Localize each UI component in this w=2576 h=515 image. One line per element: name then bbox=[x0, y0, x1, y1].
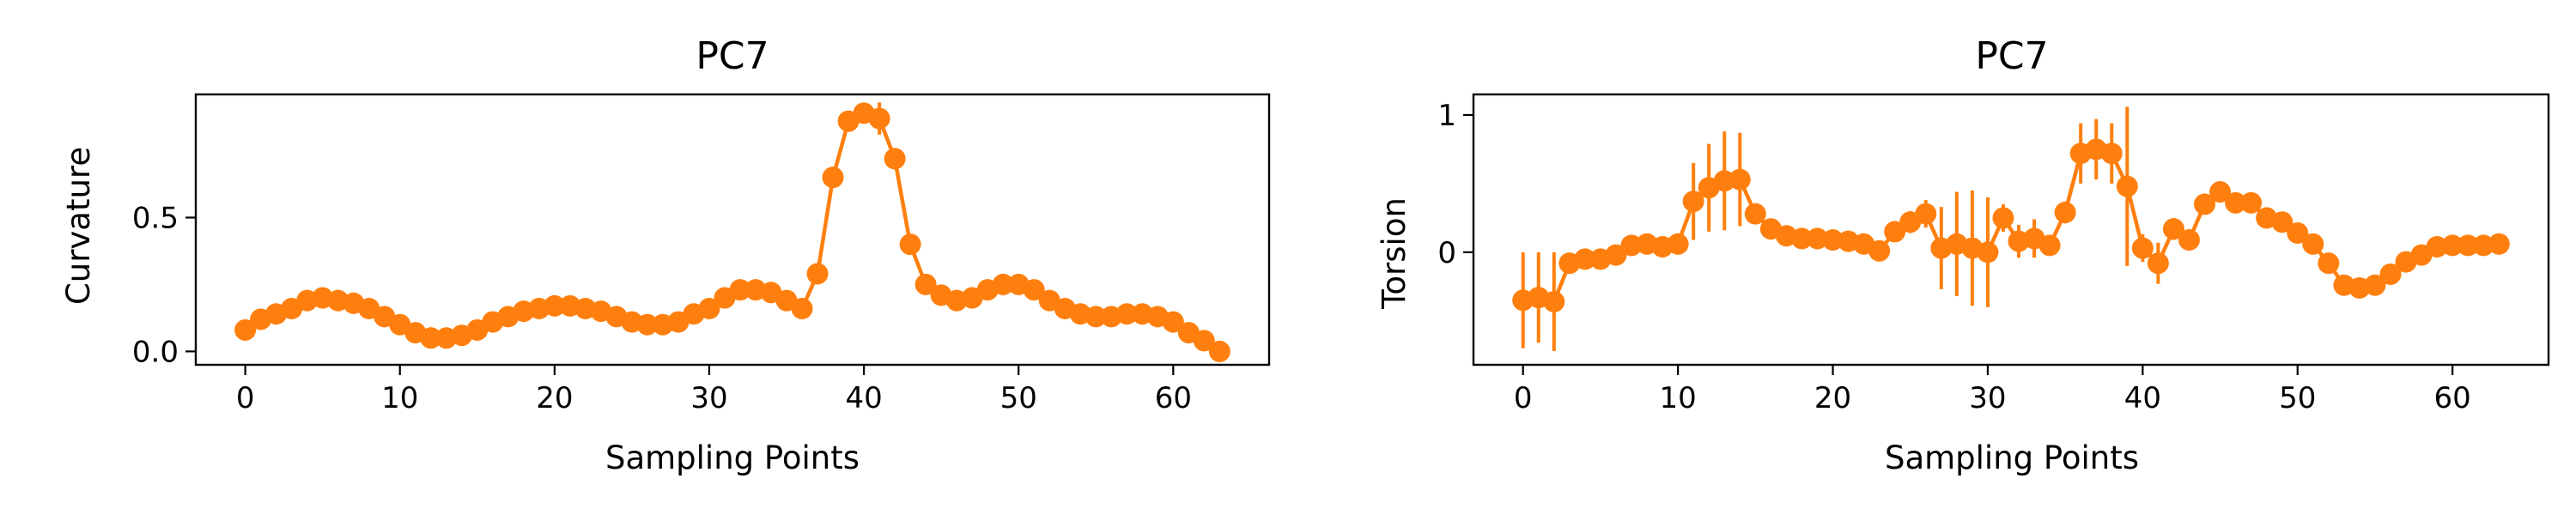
x-tick-label: 50 bbox=[2279, 381, 2316, 415]
data-point bbox=[729, 279, 751, 301]
data-point bbox=[1115, 303, 1138, 325]
data-point bbox=[2287, 221, 2309, 244]
data-point bbox=[2457, 234, 2479, 257]
x-axis-label: Sampling Points bbox=[605, 439, 860, 476]
data-point bbox=[1023, 279, 1045, 301]
chart-title: PC7 bbox=[1975, 34, 2048, 78]
data-point bbox=[1084, 306, 1107, 328]
data-point bbox=[698, 298, 720, 320]
data-point bbox=[2271, 211, 2293, 233]
y-tick-label: 0.5 bbox=[132, 201, 179, 235]
data-point bbox=[1728, 168, 1751, 191]
data-point bbox=[1543, 290, 1565, 312]
data-point bbox=[420, 327, 442, 349]
curvature-chart: PC7 Curvature Sampling Points 0 10 20 30 40 5… bbox=[60, 34, 1271, 476]
x-tick-label: 30 bbox=[1969, 381, 2006, 415]
data-point bbox=[1208, 340, 1230, 362]
x-tick-label: 0 bbox=[1514, 381, 1533, 415]
data-point bbox=[234, 318, 257, 341]
y-tick-label: 1 bbox=[1437, 99, 1456, 133]
x-tick-label: 60 bbox=[2434, 381, 2471, 415]
data-point bbox=[914, 273, 937, 295]
x-tick-label: 20 bbox=[1814, 381, 1851, 415]
data-point bbox=[2240, 191, 2263, 214]
data-point bbox=[2302, 233, 2324, 255]
series-line bbox=[1522, 147, 2500, 304]
data-point bbox=[1193, 330, 1215, 352]
y-axis-label: Torsion bbox=[1376, 197, 1413, 310]
x-tick-label: 10 bbox=[381, 381, 418, 415]
data-point bbox=[1992, 207, 2014, 229]
data-point bbox=[1620, 234, 1643, 257]
data-point bbox=[2426, 235, 2448, 258]
data-point bbox=[884, 148, 906, 170]
data-point bbox=[2162, 218, 2184, 240]
data-point bbox=[2379, 263, 2402, 285]
data-point bbox=[2472, 234, 2494, 257]
data-point bbox=[992, 273, 1014, 295]
data-point bbox=[899, 233, 921, 256]
x-tick-label: 10 bbox=[1659, 381, 1696, 415]
data-point bbox=[806, 263, 829, 285]
data-point bbox=[1162, 311, 1184, 333]
data-point bbox=[2054, 202, 2076, 224]
data-point bbox=[1806, 227, 1828, 250]
x-axis-label: Sampling Points bbox=[1885, 439, 2139, 476]
axes-frame bbox=[1472, 93, 2550, 367]
data-point bbox=[636, 313, 659, 336]
data-point bbox=[2225, 191, 2247, 214]
y-axis-label: Curvature bbox=[60, 147, 97, 305]
data-point bbox=[1790, 227, 1813, 250]
data-point bbox=[868, 107, 890, 130]
data-point bbox=[1822, 228, 1844, 251]
data-point bbox=[1868, 239, 1891, 262]
data-point bbox=[2194, 193, 2216, 215]
data-point bbox=[2038, 234, 2061, 257]
data-point bbox=[2364, 274, 2386, 296]
x-tick-label: 40 bbox=[845, 381, 882, 415]
data-point bbox=[2441, 234, 2464, 257]
axes-frame bbox=[194, 93, 1271, 367]
x-tick-label: 40 bbox=[2124, 381, 2161, 415]
data-point bbox=[2488, 233, 2510, 255]
data-point bbox=[544, 294, 566, 317]
data-point bbox=[2147, 252, 2169, 275]
data-point bbox=[1682, 191, 1704, 213]
data-point bbox=[2131, 237, 2154, 259]
plot-area: 0 10 20 30 40 50 60 0.0 0.5 bbox=[132, 93, 1271, 415]
data-point bbox=[2116, 175, 2138, 197]
x-tick-label: 0 bbox=[236, 381, 255, 415]
x-tick-label: 30 bbox=[690, 381, 727, 415]
data-point bbox=[822, 167, 844, 189]
x-tick-label: 60 bbox=[1155, 381, 1192, 415]
plot-area: 0 10 20 30 40 50 60 0 1 bbox=[1437, 93, 2550, 415]
data-point bbox=[1977, 241, 1999, 264]
data-point bbox=[1667, 233, 1689, 255]
data-point bbox=[1915, 203, 1937, 225]
y-tick-label: 0.0 bbox=[132, 335, 179, 369]
data-point bbox=[1713, 170, 1735, 192]
data-point bbox=[2209, 181, 2232, 203]
chart-title: PC7 bbox=[696, 34, 769, 78]
data-point bbox=[1574, 248, 1596, 270]
data-point bbox=[1884, 221, 1906, 243]
x-tick-label: 50 bbox=[1000, 381, 1037, 415]
x-tick-label: 20 bbox=[536, 381, 573, 415]
data-point bbox=[791, 298, 813, 320]
data-point bbox=[1744, 203, 1766, 225]
data-point bbox=[2100, 142, 2123, 165]
torsion-chart: PC7 Torsion Sampling Points 0 10 20 30 40 50 6… bbox=[1376, 34, 2550, 476]
data-point bbox=[1605, 244, 1627, 266]
data-point bbox=[2318, 252, 2340, 275]
data-point bbox=[2178, 228, 2200, 251]
y-tick-label: 0 bbox=[1437, 236, 1456, 270]
